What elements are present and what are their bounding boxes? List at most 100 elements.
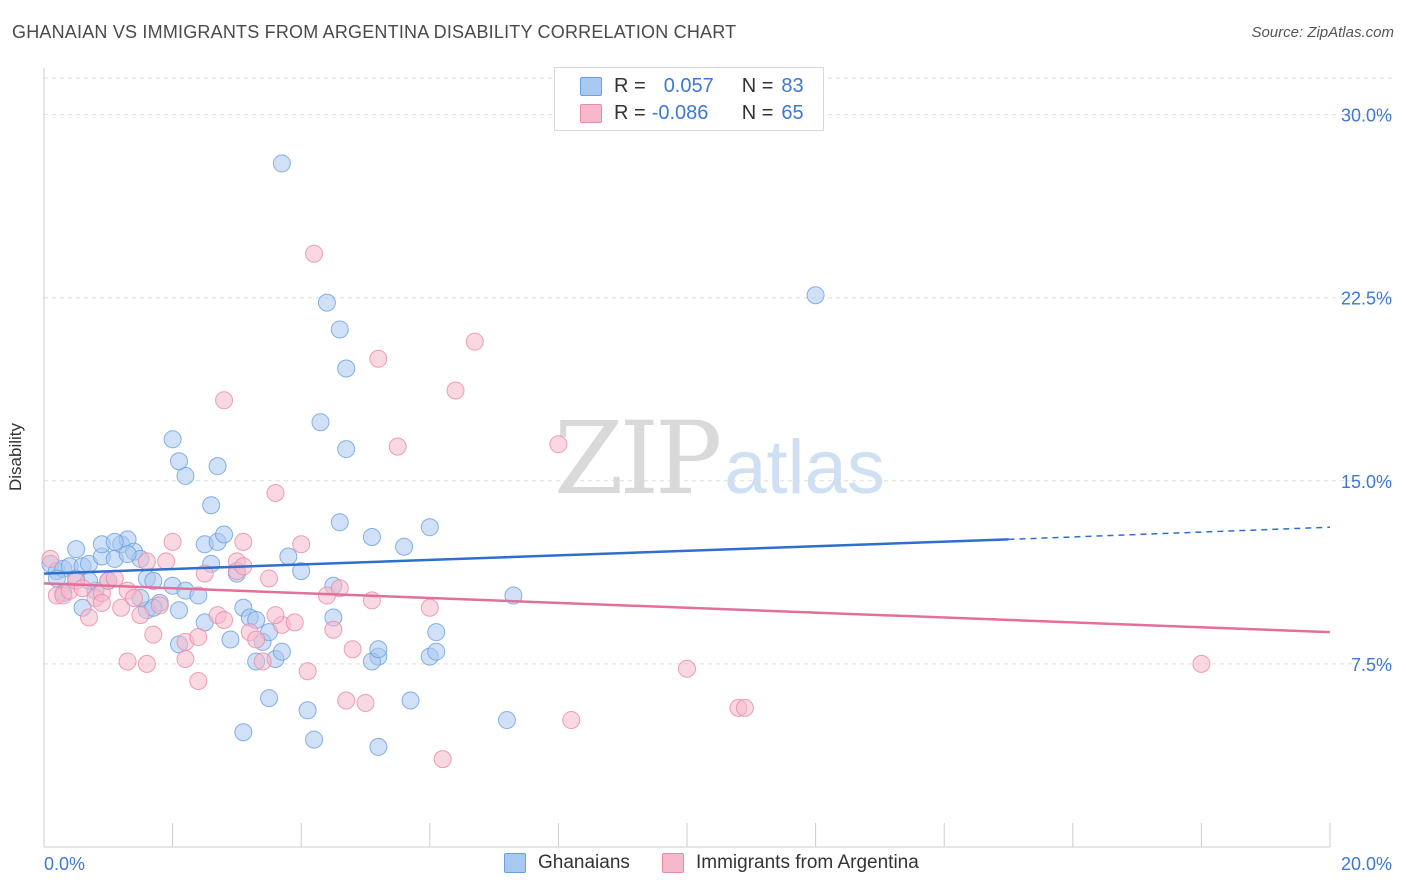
argentina-point — [285, 613, 304, 632]
argentina-point — [215, 391, 234, 410]
argentina-point — [92, 593, 111, 612]
argentina-point — [562, 711, 581, 730]
argentina-point — [189, 628, 208, 647]
legend-n-value: 83 — [781, 74, 804, 97]
ghanaian-point — [395, 537, 414, 556]
ghanaian-point — [272, 154, 291, 173]
series-legend-label: Immigrants from Argentina — [696, 852, 919, 873]
ghanaian-point — [311, 413, 330, 432]
series-legend: Ghanaians Immigrants from Argentina — [0, 852, 1406, 876]
ghanaian-point — [67, 540, 86, 559]
ghanaian-point — [221, 630, 240, 649]
argentina-point — [247, 630, 266, 649]
argentina-point — [446, 381, 465, 400]
ghanaian-point — [330, 320, 349, 339]
argentina-point — [144, 625, 163, 644]
argentina-point — [324, 620, 343, 639]
source-note: Source: ZipAtlas.com — [1251, 24, 1394, 41]
legend-r-value: 0.057 — [663, 74, 714, 97]
ghanaian-point — [163, 430, 182, 449]
series-swatch-blue — [504, 853, 526, 873]
ghanaian-point — [369, 640, 388, 659]
ghanaian-point — [337, 359, 356, 378]
ghanaian-point — [272, 642, 291, 661]
argentina-point — [215, 610, 234, 629]
ghanaian-point — [401, 691, 420, 710]
ghanaian-point — [317, 293, 336, 312]
legend-n-value: 65 — [781, 101, 804, 124]
argentina-point — [330, 579, 349, 598]
ghanaian-point — [202, 496, 221, 515]
ghanaian-point — [427, 642, 446, 661]
series-legend-label: Ghanaians — [538, 852, 630, 873]
ghanaian-point — [215, 525, 234, 544]
ghanaian-point — [362, 527, 381, 546]
ghanaian-trend-extension — [1008, 526, 1331, 541]
series-legend-item-argentina: Immigrants from Argentina — [662, 852, 919, 874]
stats-legend: R = 0.057 N = 83 R = -0.086 N = 65 — [554, 67, 824, 131]
ghanaian-point — [189, 586, 208, 605]
ghanaian-point — [298, 701, 317, 720]
ghanaian-point — [369, 737, 388, 756]
argentina-point — [137, 654, 156, 673]
legend-swatch-blue — [580, 76, 602, 96]
argentina-point — [253, 652, 272, 671]
series-legend-item-ghanaians: Ghanaians — [504, 852, 630, 874]
ghanaian-point — [144, 571, 163, 590]
argentina-point — [80, 608, 99, 627]
argentina-point — [549, 435, 568, 454]
argentina-point — [678, 659, 696, 678]
ghanaian-point — [330, 513, 349, 532]
legend-swatch-pink — [580, 103, 602, 123]
argentina-point — [41, 549, 60, 568]
argentina-point — [260, 569, 279, 588]
ghanaian-point — [292, 562, 311, 581]
argentina-point — [137, 552, 156, 571]
argentina-point — [433, 750, 452, 769]
ghanaian-point — [234, 723, 253, 742]
ghanaian-point — [427, 623, 446, 642]
argentina-point — [176, 650, 195, 669]
ghanaian-point — [279, 547, 298, 566]
argentina-point — [337, 691, 356, 710]
chart-title: GHANAIAN VS IMMIGRANTS FROM ARGENTINA DI… — [12, 22, 737, 42]
legend-r-value: -0.086 — [651, 101, 709, 124]
y-tick-label: 15.0% — [1341, 472, 1392, 492]
argentina-point — [150, 596, 169, 615]
ghanaian-point — [208, 457, 227, 476]
argentina-point — [266, 484, 285, 503]
argentina-point — [305, 244, 324, 263]
stats-legend-row-argentina: R = -0.086 N = 65 — [555, 100, 804, 126]
argentina-point — [420, 598, 439, 617]
ghanaian-trend-line — [43, 538, 1009, 575]
legend-r-label: R = — [614, 101, 646, 124]
ghanaian-point — [337, 440, 356, 459]
y-tick-label: 7.5% — [1351, 655, 1392, 675]
argentina-point — [195, 564, 214, 583]
argentina-point — [234, 532, 253, 551]
ghanaian-point — [170, 601, 189, 620]
legend-n-label: N = — [741, 74, 774, 97]
argentina-point — [131, 606, 150, 625]
argentina-trend-line — [43, 582, 1331, 634]
argentina-point — [369, 349, 388, 368]
x-tick-label: 0.0% — [44, 854, 85, 874]
argentina-point — [292, 535, 311, 554]
argentina-point — [189, 671, 208, 690]
argentina-point — [266, 606, 285, 625]
ghanaian-point — [170, 452, 189, 471]
x-tick-label: 20.0% — [1341, 854, 1392, 874]
y-tick-label: 22.5% — [1341, 289, 1392, 309]
argentina-point — [465, 332, 484, 351]
ghanaian-point — [118, 545, 137, 564]
argentina-point — [157, 552, 176, 571]
ghanaian-point — [420, 518, 439, 537]
argentina-point — [125, 588, 144, 607]
argentina-point — [163, 532, 182, 551]
argentina-point — [1192, 654, 1211, 673]
ghanaian-point — [497, 711, 516, 730]
argentina-point — [118, 652, 137, 671]
argentina-point — [343, 640, 362, 659]
argentina-point — [735, 698, 754, 717]
